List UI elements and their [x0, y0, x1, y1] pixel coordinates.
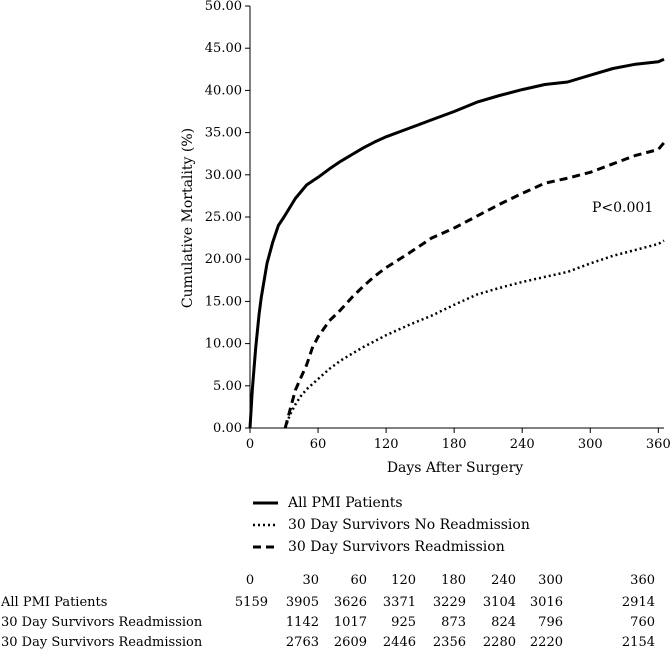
y-axis-title: Cumulative Mortality (%)	[180, 128, 196, 308]
risk-cell: 3104	[483, 595, 516, 610]
risk-header-cell: 300	[538, 573, 563, 588]
legend-label-1: All PMI Patients	[287, 495, 403, 511]
risk-cell: 1142	[286, 615, 319, 630]
risk-row-label: All PMI Patients	[0, 595, 107, 610]
risk-cell: 925	[391, 615, 416, 630]
risk-cell: 5159	[235, 595, 268, 610]
y-tick-label: 35.00	[205, 126, 242, 141]
x-axis-title: Days After Surgery	[387, 460, 523, 476]
risk-cell: 3905	[286, 595, 319, 610]
axes: 0.00 5.00 10.00 15.00 20.00 25.00 30.00 35.00 40…	[205, 0, 671, 452]
risk-cell: 796	[538, 615, 563, 630]
risk-header-cell: 120	[391, 573, 416, 588]
legend-label-2: 30 Day Survivors No Readmission	[288, 517, 530, 533]
y-tick-label: 10.00	[205, 337, 242, 352]
risk-cell: 3626	[334, 595, 367, 610]
x-tick-label: 180	[442, 437, 467, 452]
y-tick-label: 50.00	[205, 0, 242, 14]
risk-cell: 2914	[622, 595, 655, 610]
risk-header-cell: 0	[246, 573, 254, 588]
legend-label-3: 30 Day Survivors Readmission	[288, 539, 505, 555]
risk-table: 0 30 60 120 180 240 300 360 All PMI Patients 5159…	[0, 573, 655, 650]
y-tick-label: 5.00	[213, 379, 242, 394]
risk-cell: 3229	[433, 595, 466, 610]
risk-cell: 760	[630, 615, 655, 630]
risk-cell: 1017	[334, 615, 367, 630]
y-tick-label: 40.00	[205, 83, 242, 98]
risk-cell: 3016	[530, 595, 563, 610]
x-tick-label: 300	[578, 437, 603, 452]
risk-cell: 2609	[334, 635, 367, 650]
y-tick-label: 0.00	[213, 421, 242, 436]
risk-row-label: 30 Day Survivors Readmission	[1, 635, 203, 650]
y-tick-label: 45.00	[205, 41, 242, 56]
risk-cell: 2220	[530, 635, 563, 650]
risk-cell: 2763	[286, 635, 319, 650]
series-line-1	[248, 57, 665, 429]
risk-header-cell: 30	[302, 573, 319, 588]
risk-cell: 873	[441, 615, 466, 630]
x-tick-label: 120	[374, 437, 399, 452]
risk-header-cell: 360	[630, 573, 655, 588]
risk-cell: 2446	[383, 635, 416, 650]
x-tick-label: 0	[246, 437, 254, 452]
legend: All PMI Patients 30 Day Survivors No Read…	[253, 495, 530, 555]
y-tick-label: 25.00	[205, 210, 242, 225]
risk-cell: 2154	[622, 635, 655, 650]
risk-header-cell: 240	[491, 573, 516, 588]
risk-cell: 2280	[483, 635, 516, 650]
x-tick-label: 360	[646, 437, 671, 452]
series-line-3	[283, 141, 666, 429]
x-tick-label: 240	[510, 437, 535, 452]
y-tick-label: 20.00	[205, 252, 242, 267]
risk-cell: 3371	[383, 595, 416, 610]
risk-cell: 2356	[433, 635, 466, 650]
y-tick-label: 15.00	[205, 294, 242, 309]
risk-header-cell: 180	[441, 573, 466, 588]
p-value-annotation: P<0.001	[592, 200, 653, 216]
series-line-2	[284, 239, 665, 429]
risk-cell: 824	[491, 615, 516, 630]
y-tick-label: 30.00	[205, 168, 242, 183]
series-layer	[248, 57, 666, 429]
x-tick-label: 60	[310, 437, 327, 452]
risk-header-cell: 60	[350, 573, 367, 588]
risk-row-label: 30 Day Survivors Readmission	[1, 615, 203, 630]
